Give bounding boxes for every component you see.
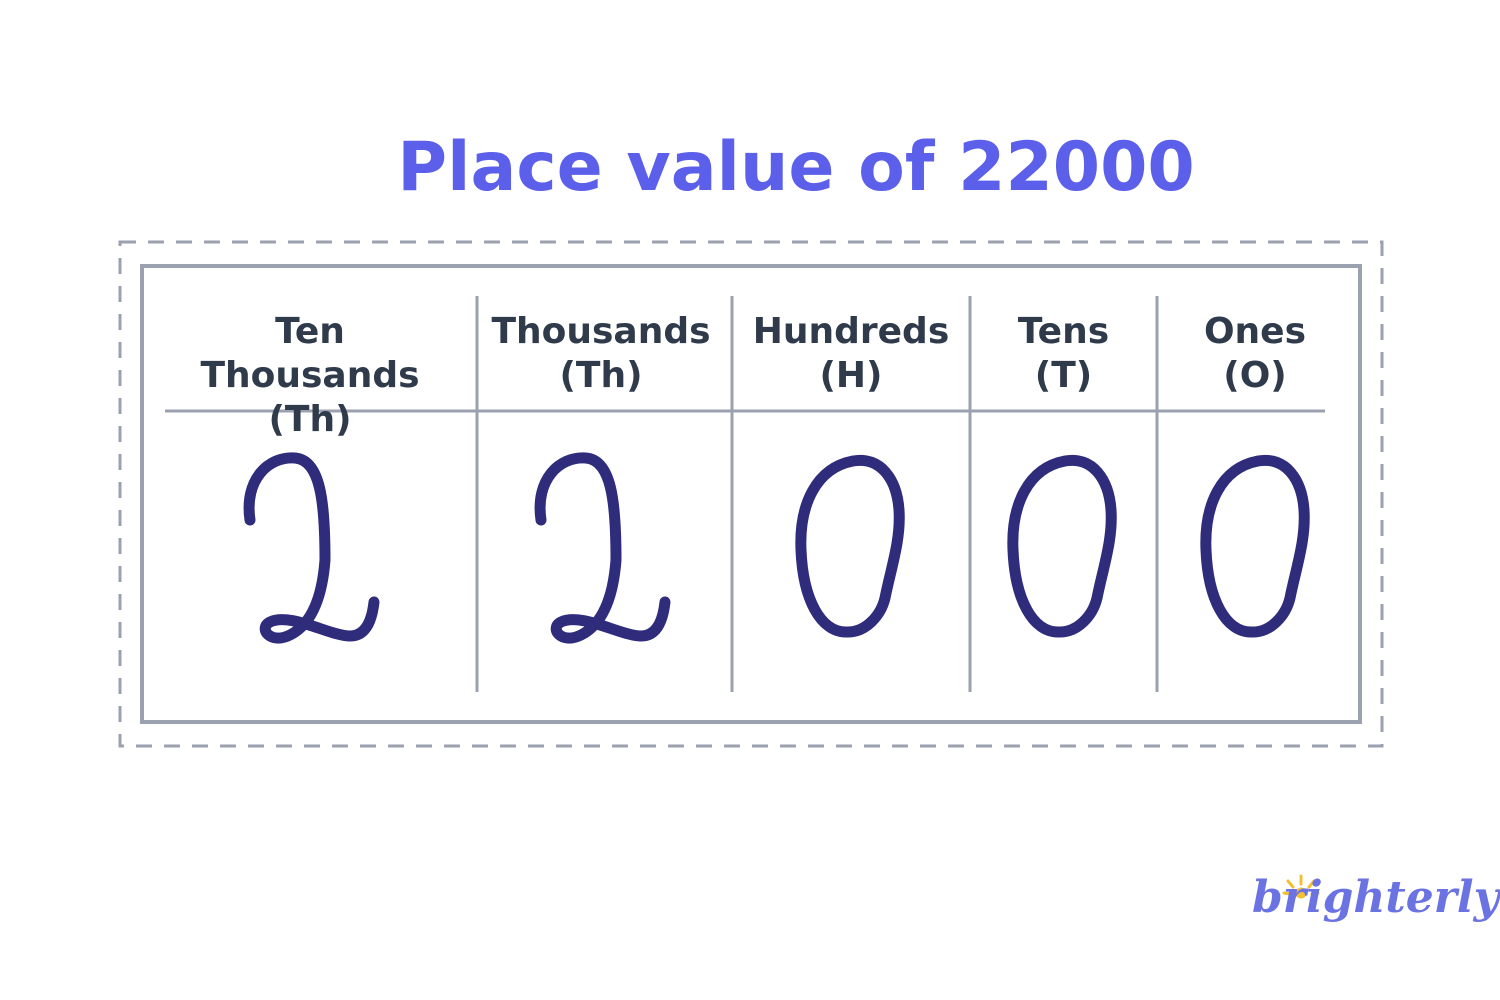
header-name: Ones [1203, 311, 1307, 352]
logo-sun-icon [1282, 874, 1320, 899]
handwritten-digit-0 [795, 454, 905, 638]
column-header-tens: Tens (T) [973, 310, 1154, 398]
header-name: Ten Thousands [200, 311, 420, 396]
header-abbr: (Th) [268, 399, 352, 440]
diagram-title: Place value of 22000 [397, 128, 1195, 207]
header-abbr: (Th) [559, 355, 643, 396]
column-header-ten-thousands: Ten Thousands (Th) [160, 310, 460, 442]
column-header-ones: Ones (O) [1160, 310, 1350, 398]
outer-dashed-border [118, 240, 1384, 748]
header-name: Thousands [491, 311, 711, 352]
brighterly-logo: brighterly [1252, 872, 1500, 923]
header-name: Tens [1017, 311, 1110, 352]
column-header-thousands: Thousands (Th) [480, 310, 722, 398]
handwritten-digit-2 [243, 452, 380, 644]
handwritten-digit-0 [1007, 454, 1117, 638]
column-header-hundreds: Hundreds (H) [735, 310, 967, 398]
header-abbr: (T) [1034, 355, 1093, 396]
handwritten-digit-0 [1200, 454, 1310, 638]
header-abbr: (H) [819, 355, 883, 396]
table-border [140, 264, 1362, 724]
handwritten-digit-2 [534, 452, 671, 644]
header-abbr: (O) [1223, 355, 1287, 396]
header-name: Hundreds [752, 311, 950, 352]
